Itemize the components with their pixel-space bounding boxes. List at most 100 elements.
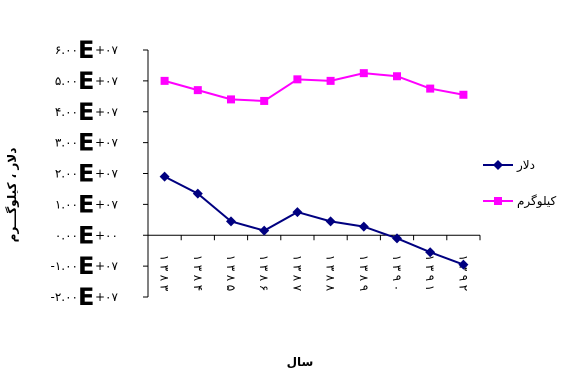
x-tick-digit: ۸ xyxy=(191,275,205,282)
data-point xyxy=(325,216,336,227)
data-point xyxy=(458,259,469,270)
y-tick-exponent: +۰۷ xyxy=(95,259,119,273)
x-tick-digit: ۸ xyxy=(324,285,338,292)
x-tick-digit: ۵ xyxy=(224,285,238,291)
legend-item: کيلوگرم xyxy=(483,194,557,209)
y-tick-exponent-mark: E xyxy=(78,160,94,188)
x-tick-digit: ۱ xyxy=(158,255,172,261)
y-tick-mantissa: -۱.۰۰ xyxy=(51,259,78,273)
x-tick-digit: ۱ xyxy=(390,255,404,261)
y-tick-mantissa: ۵.۰۰ xyxy=(55,74,78,88)
x-tick-digit: ۳ xyxy=(158,285,172,292)
data-point xyxy=(359,69,368,78)
x-axis-title: سال xyxy=(287,355,314,369)
y-tick-label: -۲.۰۰ E +۰۷ xyxy=(51,283,119,311)
y-axis-ticks: ۶.۰۰ E +۰۷۵.۰۰ E +۰۷۴.۰۰ E +۰۷۳.۰۰ E +۰۷۲.۰۰ E +۰۷… xyxy=(51,36,148,311)
y-tick-mantissa: ۶.۰۰ xyxy=(55,43,78,57)
data-point xyxy=(326,76,335,85)
y-tick-label: ۱.۰۰ E +۰۷ xyxy=(55,190,119,218)
x-tick-digit: ۳ xyxy=(390,265,404,272)
y-tick-exponent-mark: E xyxy=(78,190,94,218)
series-layer xyxy=(159,69,469,270)
x-tick-digit: ۹ xyxy=(423,275,437,281)
data-point xyxy=(358,221,369,232)
y-tick-exponent: +۰۷ xyxy=(95,43,119,57)
y-tick-label: ۲.۰۰ E +۰۷ xyxy=(55,160,119,188)
x-tick-digit: ۸ xyxy=(324,275,338,282)
x-tick-digit: ۱ xyxy=(423,255,437,261)
y-tick-exponent: +۰۷ xyxy=(95,290,119,304)
data-point xyxy=(259,225,270,236)
y-tick-label: ۴.۰۰ E +۰۷ xyxy=(55,98,119,126)
x-tick-digit: ۳ xyxy=(191,265,205,272)
x-tick-digit: ۳ xyxy=(290,265,304,272)
data-point xyxy=(293,75,302,84)
x-tick-digit: ۰ xyxy=(390,285,404,291)
y-tick-label: ۵.۰۰ E +۰۷ xyxy=(55,67,119,95)
series-line xyxy=(164,175,464,266)
x-tick-digit: ۱ xyxy=(257,255,271,261)
y-tick-exponent: +۰۷ xyxy=(95,136,119,150)
y-tick-exponent: +۰۷ xyxy=(95,74,119,88)
y-tick-label: ۳.۰۰ E +۰۷ xyxy=(55,129,119,157)
y-tick-label: ۶.۰۰ E +۰۷ xyxy=(55,36,119,64)
y-tick-exponent: +۰۷ xyxy=(95,197,119,211)
x-tick-digit: ۱ xyxy=(224,255,238,261)
x-tick-digit: ۱ xyxy=(324,255,338,261)
x-tick-label: ۱ ۳ ۸ ۸ xyxy=(324,255,338,292)
y-tick-exponent-mark: E xyxy=(78,67,94,95)
data-point xyxy=(292,207,303,218)
x-tick-digit: ۸ xyxy=(357,275,371,282)
x-tick-digit: ۳ xyxy=(224,265,238,272)
y-tick-mantissa: ۰.۰۰ xyxy=(55,228,78,242)
legend-item: دلار xyxy=(483,158,535,173)
series-2 xyxy=(160,69,468,105)
data-point xyxy=(425,247,436,258)
y-tick-label: ۰.۰۰ E +۰۰ xyxy=(55,221,118,249)
x-axis-ticks: ۱۳۸۳۱۳۸۴۱۳۸۵۱۳۸۶۱۳۸۷۱۳۸۸۱۳۸۹۱۳۹۰۱۳۹۱۱۳۹۲ xyxy=(147,235,481,292)
data-point xyxy=(160,76,169,85)
x-tick-label: ۱ ۳ ۹ ۰ xyxy=(390,255,404,291)
y-tick-mantissa: ۳.۰۰ xyxy=(55,136,78,150)
data-point xyxy=(393,72,401,81)
y-axis-title: دلار ، کيلوگـــرم xyxy=(5,148,20,243)
data-point xyxy=(192,188,203,199)
y-tick-exponent-mark: E xyxy=(78,221,94,249)
y-tick-exponent: +۰۷ xyxy=(95,167,119,181)
data-point xyxy=(227,95,235,104)
y-tick-exponent: +۰۰ xyxy=(95,228,118,242)
series-1 xyxy=(159,171,469,270)
y-tick-exponent: +۰۷ xyxy=(95,105,119,119)
legend-label: دلار xyxy=(516,158,535,173)
legend: دلار کيلوگرم xyxy=(483,158,557,209)
x-tick-label: ۱ ۳ ۸ ۳ xyxy=(158,255,172,292)
y-tick-exponent-mark: E xyxy=(78,283,94,311)
data-point xyxy=(159,171,170,182)
x-tick-digit: ۳ xyxy=(357,265,371,272)
legend-marker xyxy=(493,160,503,170)
x-tick-digit: ۱ xyxy=(357,255,371,261)
x-tick-digit: ۹ xyxy=(456,275,470,281)
legend-label: کيلوگرم xyxy=(517,194,557,209)
x-tick-digit: ۶ xyxy=(257,285,271,291)
x-tick-digit: ۹ xyxy=(357,285,371,291)
y-tick-exponent-mark: E xyxy=(78,98,94,126)
data-point xyxy=(459,90,468,99)
data-point xyxy=(426,84,435,93)
x-tick-digit: ۳ xyxy=(158,265,172,272)
x-tick-digit: ۹ xyxy=(390,275,404,281)
x-tick-label: ۱ ۳ ۸ ۹ xyxy=(357,255,371,291)
x-tick-digit: ۸ xyxy=(158,275,172,282)
x-tick-label: ۱ ۳ ۸ ۴ xyxy=(191,255,205,291)
x-tick-label: ۱ ۳ ۸ ۶ xyxy=(257,255,271,291)
y-tick-exponent-mark: E xyxy=(78,252,94,280)
x-tick-digit: ۸ xyxy=(290,275,304,282)
x-tick-label: ۱ ۳ ۹ ۱ xyxy=(423,255,437,291)
y-tick-mantissa: ۲.۰۰ xyxy=(55,167,78,181)
x-tick-digit: ۱ xyxy=(423,285,437,291)
x-tick-label: ۱ ۳ ۸ ۵ xyxy=(224,255,238,291)
y-tick-mantissa: ۱.۰۰ xyxy=(55,197,78,211)
y-tick-label: -۱.۰۰ E +۰۷ xyxy=(51,252,119,280)
data-point xyxy=(260,96,269,105)
